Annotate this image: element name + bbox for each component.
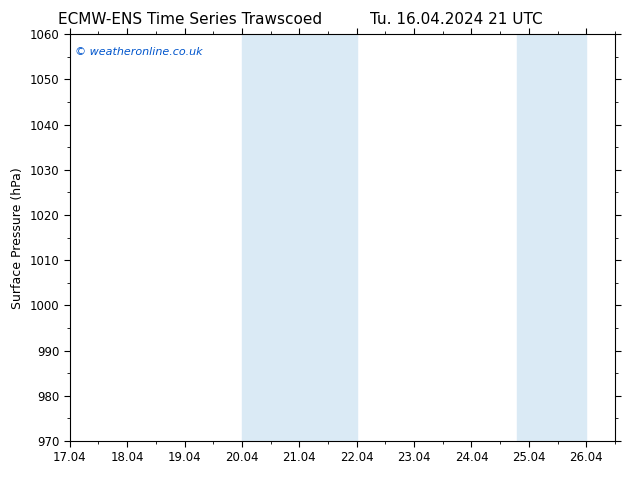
Bar	[242, 34, 357, 441]
Bar	[517, 34, 586, 441]
Text: © weatheronline.co.uk: © weatheronline.co.uk	[75, 47, 203, 56]
Y-axis label: Surface Pressure (hPa): Surface Pressure (hPa)	[11, 167, 24, 309]
Text: Tu. 16.04.2024 21 UTC: Tu. 16.04.2024 21 UTC	[370, 12, 543, 27]
Text: ECMW-ENS Time Series Trawscoed: ECMW-ENS Time Series Trawscoed	[58, 12, 322, 27]
